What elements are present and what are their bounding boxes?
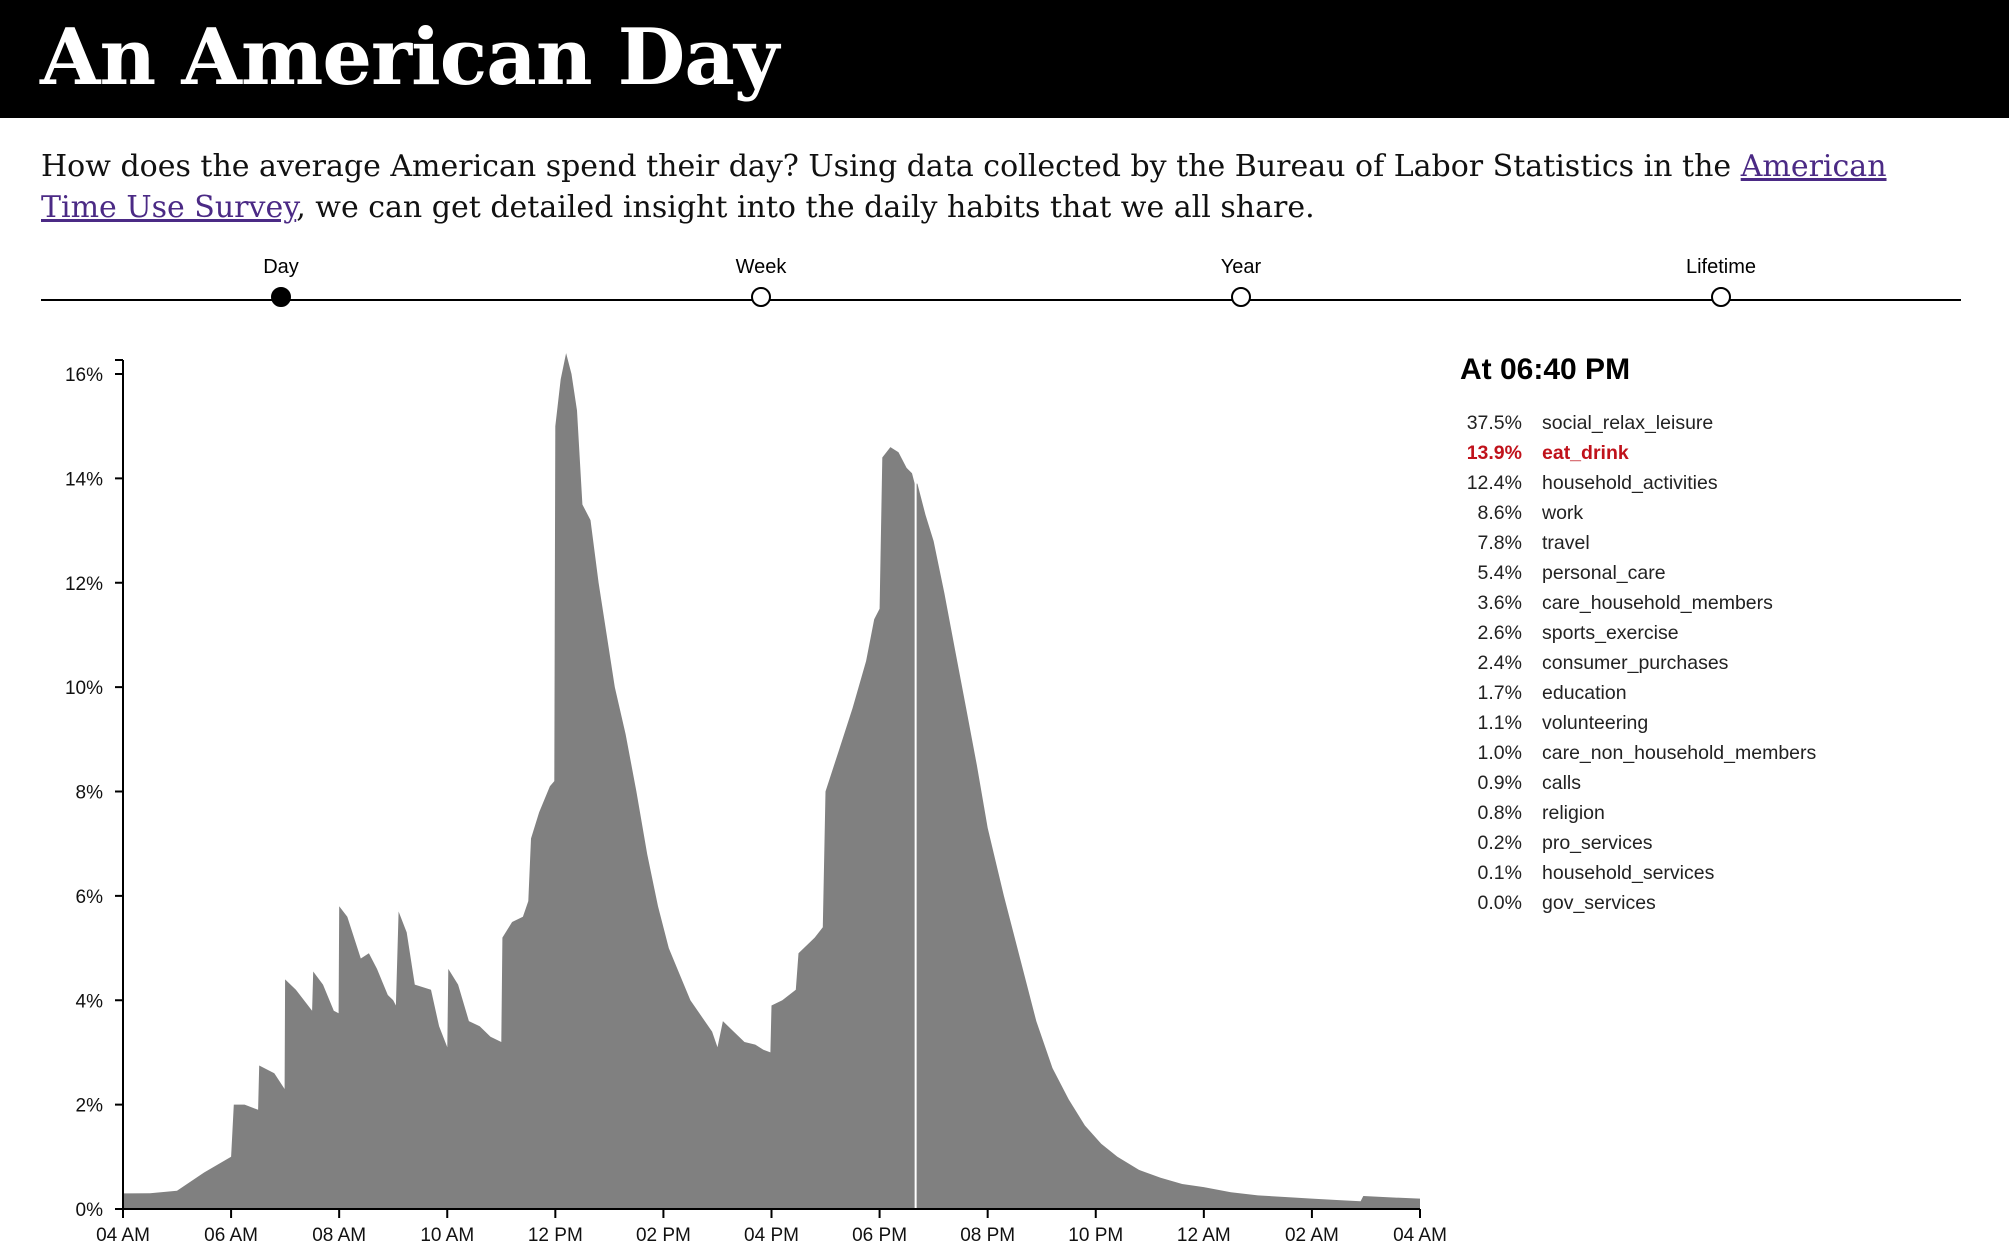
activity-percent: 7.8%	[1477, 532, 1522, 554]
activity-percent: 1.7%	[1477, 682, 1522, 704]
activity-percent: 5.4%	[1477, 562, 1522, 584]
activity-percent: 1.0%	[1477, 742, 1522, 764]
activity-area-chart[interactable]: 0% 2% 4% 6% 8% 10% 12% 14% 16% 04 AM 06 AM 08 AM 10…	[0, 330, 1460, 1257]
activity-percent: 13.9%	[1466, 442, 1522, 464]
timeline-stop-label: Year	[1220, 256, 1262, 278]
timeline-stop-day[interactable]: Day	[181, 255, 381, 307]
activity-name: calls	[1542, 772, 1582, 794]
timeline-stop-dot	[751, 287, 771, 307]
y-tick-label: 2%	[76, 1096, 104, 1117]
activity-percent: 8.6%	[1477, 502, 1522, 524]
activity-name: sports_exercise	[1542, 622, 1679, 644]
timeline-stop-lifetime[interactable]: Lifetime	[1621, 255, 1821, 307]
activity-row: 3.6% care_household_members	[1460, 588, 1980, 618]
activity-list: 37.5% social_relax_leisure 13.9% eat_drink 1…	[1460, 408, 1980, 918]
y-tick-label: 6%	[76, 887, 104, 908]
intro-text-before: How does the average American spend thei…	[41, 149, 1741, 184]
timeline-stop-label: Week	[735, 256, 787, 278]
activity-name: personal_care	[1542, 562, 1666, 584]
activity-percent: 2.4%	[1477, 652, 1522, 674]
y-tick-label: 0%	[76, 1200, 104, 1221]
y-tick-label: 12%	[65, 574, 103, 595]
page-header: An American Day	[0, 0, 2009, 118]
activity-name: volunteering	[1542, 712, 1649, 734]
x-tick-label: 08 PM	[960, 1225, 1015, 1246]
activity-name: gov_services	[1542, 892, 1656, 914]
atus-link[interactable]: American Time Use Survey	[41, 149, 1887, 225]
activity-row: 12.4% household_activities	[1460, 468, 1980, 498]
timeline-stop-dot	[271, 287, 291, 307]
x-tick-label: 02 PM	[636, 1225, 691, 1246]
activity-percent: 12.4%	[1466, 472, 1522, 494]
timeline-stop-label: Day	[263, 256, 299, 278]
activity-row: 1.7% education	[1460, 678, 1980, 708]
activity-name: education	[1542, 682, 1627, 704]
y-tick-label: 10%	[65, 678, 103, 699]
x-tick-label: 04 AM	[1393, 1225, 1447, 1246]
x-tick-label: 10 AM	[420, 1225, 474, 1246]
x-tick-label: 06 AM	[204, 1225, 258, 1246]
timeline-stop-label: Lifetime	[1685, 256, 1757, 278]
x-tick-label: 02 AM	[1285, 1225, 1339, 1246]
x-tick-label: 04 AM	[96, 1225, 150, 1246]
y-tick-label: 8%	[76, 783, 104, 804]
activity-row: 0.1% household_services	[1460, 858, 1980, 888]
intro-paragraph: How does the average American spend thei…	[41, 146, 1971, 228]
activity-row: 2.6% sports_exercise	[1460, 618, 1980, 648]
y-tick-label: 14%	[65, 469, 103, 490]
activity-row: 2.4% consumer_purchases	[1460, 648, 1980, 678]
panel-time-title: At 06:40 PM	[1460, 353, 1631, 386]
activity-row: 5.4% personal_care	[1460, 558, 1980, 588]
activity-name: care_household_members	[1542, 592, 1773, 614]
activity-row: 0.9% calls	[1460, 768, 1980, 798]
activity-name: consumer_purchases	[1542, 652, 1729, 674]
activity-name: eat_drink	[1542, 442, 1629, 464]
x-tick-label: 12 AM	[1177, 1225, 1231, 1246]
activity-percent: 0.2%	[1477, 832, 1522, 854]
activity-row: 0.2% pro_services	[1460, 828, 1980, 858]
activity-percent: 0.1%	[1477, 862, 1522, 884]
x-tick-label: 10 PM	[1068, 1225, 1123, 1246]
activity-name: travel	[1542, 532, 1590, 554]
timeline-track	[41, 299, 1961, 301]
timeline-stop-year[interactable]: Year	[1141, 255, 1341, 307]
activity-row: 8.6% work	[1460, 498, 1980, 528]
y-tick-label: 4%	[76, 991, 104, 1012]
y-tick-label: 16%	[65, 365, 103, 386]
activity-percent: 0.8%	[1477, 802, 1522, 824]
activity-name: work	[1542, 502, 1584, 524]
activity-name: household_services	[1542, 862, 1715, 884]
intro-text-after: , we can get detailed insight into the d…	[296, 190, 1315, 225]
activity-percent: 37.5%	[1466, 412, 1522, 434]
activity-name: care_non_household_members	[1542, 742, 1817, 764]
activity-percent: 0.0%	[1477, 892, 1522, 914]
series-area	[123, 353, 1420, 1210]
activity-row: 13.9% eat_drink	[1460, 438, 1980, 468]
time-scale-selector: Day Week Year Lifetime	[0, 255, 2009, 315]
timeline-stop-dot	[1711, 287, 1731, 307]
activity-percent: 2.6%	[1477, 622, 1522, 644]
activity-percent: 0.9%	[1477, 772, 1522, 794]
timeline-stop-week[interactable]: Week	[661, 255, 861, 307]
timeline-stop-dot	[1231, 287, 1251, 307]
activity-row: 0.0% gov_services	[1460, 888, 1980, 918]
x-tick-label: 12 PM	[528, 1225, 583, 1246]
activity-row: 1.1% volunteering	[1460, 708, 1980, 738]
activity-breakdown-panel: At 06:40 PM 37.5% social_relax_leisure 13.…	[1460, 350, 1980, 918]
activity-name: household_activities	[1542, 472, 1718, 494]
x-tick-label: 08 AM	[312, 1225, 366, 1246]
activity-name: pro_services	[1542, 832, 1653, 854]
x-tick-label: 04 PM	[744, 1225, 799, 1246]
activity-row: 7.8% travel	[1460, 528, 1980, 558]
x-tick-label: 06 PM	[852, 1225, 907, 1246]
activity-percent: 3.6%	[1477, 592, 1522, 614]
activity-row: 37.5% social_relax_leisure	[1460, 408, 1980, 438]
activity-name: religion	[1542, 802, 1605, 824]
activity-row: 0.8% religion	[1460, 798, 1980, 828]
activity-row: 1.0% care_non_household_members	[1460, 738, 1980, 768]
activity-name: social_relax_leisure	[1542, 412, 1714, 434]
activity-percent: 1.1%	[1477, 712, 1522, 734]
page-title: An American Day	[40, 12, 779, 103]
